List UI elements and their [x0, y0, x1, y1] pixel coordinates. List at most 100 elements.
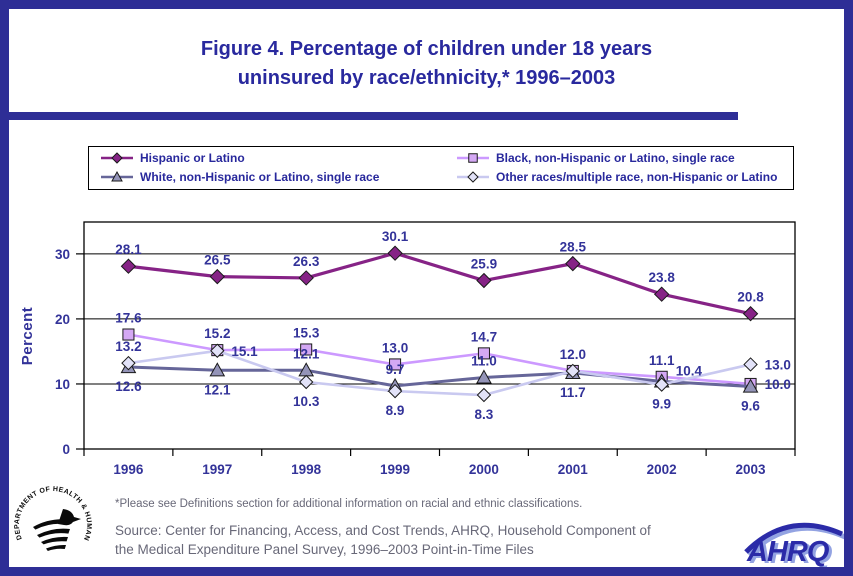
data-point-marker — [477, 347, 490, 360]
data-point-label: 11.0 — [471, 353, 497, 368]
x-tick-label: 1999 — [380, 462, 410, 477]
data-point-marker — [742, 306, 759, 322]
data-point-label: 15.1 — [231, 344, 258, 359]
data-point-label: 30.1 — [382, 229, 409, 244]
legend-marker-shape — [467, 171, 479, 183]
data-point-label: 14.7 — [471, 329, 497, 344]
data-point-label: 8.3 — [475, 407, 494, 422]
data-point-label: 9.6 — [741, 399, 760, 414]
data-point-label: 11.7 — [560, 385, 586, 400]
legend-marker-shape — [111, 152, 123, 164]
data-point-label: 23.8 — [649, 270, 676, 285]
data-point-label: 12.1 — [293, 346, 320, 361]
ahrq-wordmark: AHRQ — [746, 536, 830, 568]
data-point-marker — [209, 268, 226, 285]
data-point-label: 13.2 — [115, 339, 141, 354]
source-line1: Source: Center for Financing, Access, an… — [115, 523, 651, 538]
legend-item-hispanic-or-latino: Hispanic or Latino — [99, 151, 245, 165]
title-divider — [9, 112, 738, 120]
data-point-marker — [209, 362, 226, 377]
data-point-marker — [300, 343, 313, 356]
data-point-label: 9.9 — [652, 397, 671, 412]
other-legend-marker-icon — [457, 171, 489, 183]
x-tick-label: 1997 — [202, 462, 232, 477]
data-point-marker — [742, 378, 759, 393]
hhs-eagle-icon — [33, 509, 81, 551]
x-tick-label: 1996 — [113, 462, 144, 477]
legend-item-other-races: Other races/multiple race, non-Hispanic … — [455, 170, 777, 184]
data-point-marker — [476, 272, 492, 289]
data-point-marker — [476, 387, 492, 403]
legend-label: Black, non-Hispanic or Latino, single ra… — [496, 151, 735, 165]
legend-item-black-non-hispanic: Black, non-Hispanic or Latino, single ra… — [455, 151, 735, 165]
series-other-races-multiple-race-non-hispanic-or-latino — [121, 343, 758, 403]
data-point-label: 20.8 — [737, 290, 764, 305]
white-legend-marker-icon — [101, 170, 133, 182]
y-tick-label: 20 — [55, 312, 70, 327]
ahrq-swoosh — [744, 522, 844, 554]
plot-border — [83, 221, 796, 450]
series-line-other-races-multiple-race-non-hispanic-or-latino — [128, 349, 751, 397]
chart-legend: Hispanic or Latino Black, non-Hispanic o… — [88, 146, 794, 190]
legend-label: Hispanic or Latino — [140, 151, 245, 165]
data-point-marker — [298, 374, 314, 390]
x-tick-label: 2002 — [647, 462, 677, 477]
data-point-marker — [387, 245, 403, 261]
ahrq-wordmark-shadow: AHRQ — [749, 538, 833, 568]
series-hispanic-or-latino — [120, 245, 759, 322]
data-point-label: 12.6 — [115, 379, 142, 394]
source-citation: Source: Center for Financing, Access, an… — [115, 521, 651, 559]
y-tick-label: 10 — [55, 377, 70, 392]
series-line-white-non-hispanic-or-latino-single-race — [128, 365, 751, 389]
legend-label: Other races/multiple race, non-Hispanic … — [496, 170, 778, 184]
ahrq-logo: AHRQ AHRQ — [744, 522, 844, 568]
data-point-label: 9.7 — [386, 362, 405, 377]
x-tick-label: 2001 — [558, 462, 589, 477]
x-tick-label: 1998 — [291, 462, 322, 477]
data-point-marker — [387, 383, 403, 399]
figure-title: Figure 4. Percentage of children under 1… — [9, 35, 844, 93]
data-point-marker — [565, 255, 581, 272]
data-point-label: 26.5 — [204, 253, 231, 268]
data-point-label: 10.4 — [676, 363, 703, 378]
data-point-marker — [743, 357, 758, 372]
data-point-marker — [565, 363, 581, 379]
data-point-label: 8.9 — [386, 403, 405, 418]
data-point-marker — [654, 377, 669, 392]
x-tick-label: 2003 — [736, 462, 767, 477]
hhs-logo: DEPARTMENT OF HEALTH & HUMAN SERVICES • … — [9, 479, 95, 565]
series-line-hispanic-or-latino — [128, 251, 751, 316]
black-legend-marker-icon — [457, 153, 489, 163]
footnote: *Please see Definitions section for addi… — [115, 498, 583, 510]
figure-title-line1: Figure 4. Percentage of children under 1… — [200, 38, 653, 60]
data-point-label: 28.5 — [560, 240, 587, 255]
data-point-label: 12.0 — [560, 347, 586, 362]
source-line2: the Medical Expenditure Panel Survey, 19… — [115, 542, 534, 557]
data-point-label: 15.3 — [293, 325, 320, 340]
data-point-label: 13.0 — [765, 357, 791, 372]
figure-title-line2: uninsured by race/ethnicity,* 1996–2003 — [237, 67, 616, 89]
data-point-marker — [653, 286, 670, 302]
data-point-label: 25.9 — [471, 257, 497, 272]
data-point-label: 12.1 — [204, 382, 231, 397]
data-point-label: 28.1 — [115, 242, 142, 257]
data-point-marker — [298, 270, 314, 286]
y-tick-label: 30 — [55, 247, 70, 262]
data-point-marker — [122, 328, 135, 341]
data-point-marker — [121, 355, 136, 371]
data-point-label: 17.6 — [115, 311, 142, 326]
hispanic-legend-marker-icon — [101, 152, 133, 164]
data-point-label: 11.1 — [649, 353, 675, 368]
legend-label: White, non-Hispanic or Latino, single ra… — [140, 170, 380, 184]
series-line-black-non-hispanic-or-latino-single-race — [128, 333, 751, 386]
data-point-label: 10.3 — [293, 394, 320, 409]
data-point-marker — [389, 358, 402, 371]
data-point-marker — [120, 258, 137, 274]
legend-marker-shape — [468, 153, 478, 163]
legend-item-white-non-hispanic: White, non-Hispanic or Latino, single ra… — [99, 170, 379, 184]
data-point-label: 10.0 — [765, 377, 791, 392]
data-point-label: 13.0 — [382, 340, 408, 355]
data-point-label: 15.2 — [204, 326, 230, 341]
data-point-marker — [210, 343, 225, 358]
